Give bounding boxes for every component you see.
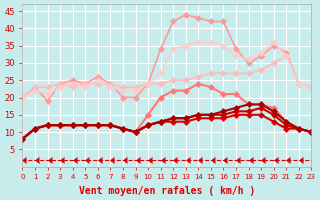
- X-axis label: Vent moyen/en rafales ( km/h ): Vent moyen/en rafales ( km/h ): [79, 186, 255, 196]
